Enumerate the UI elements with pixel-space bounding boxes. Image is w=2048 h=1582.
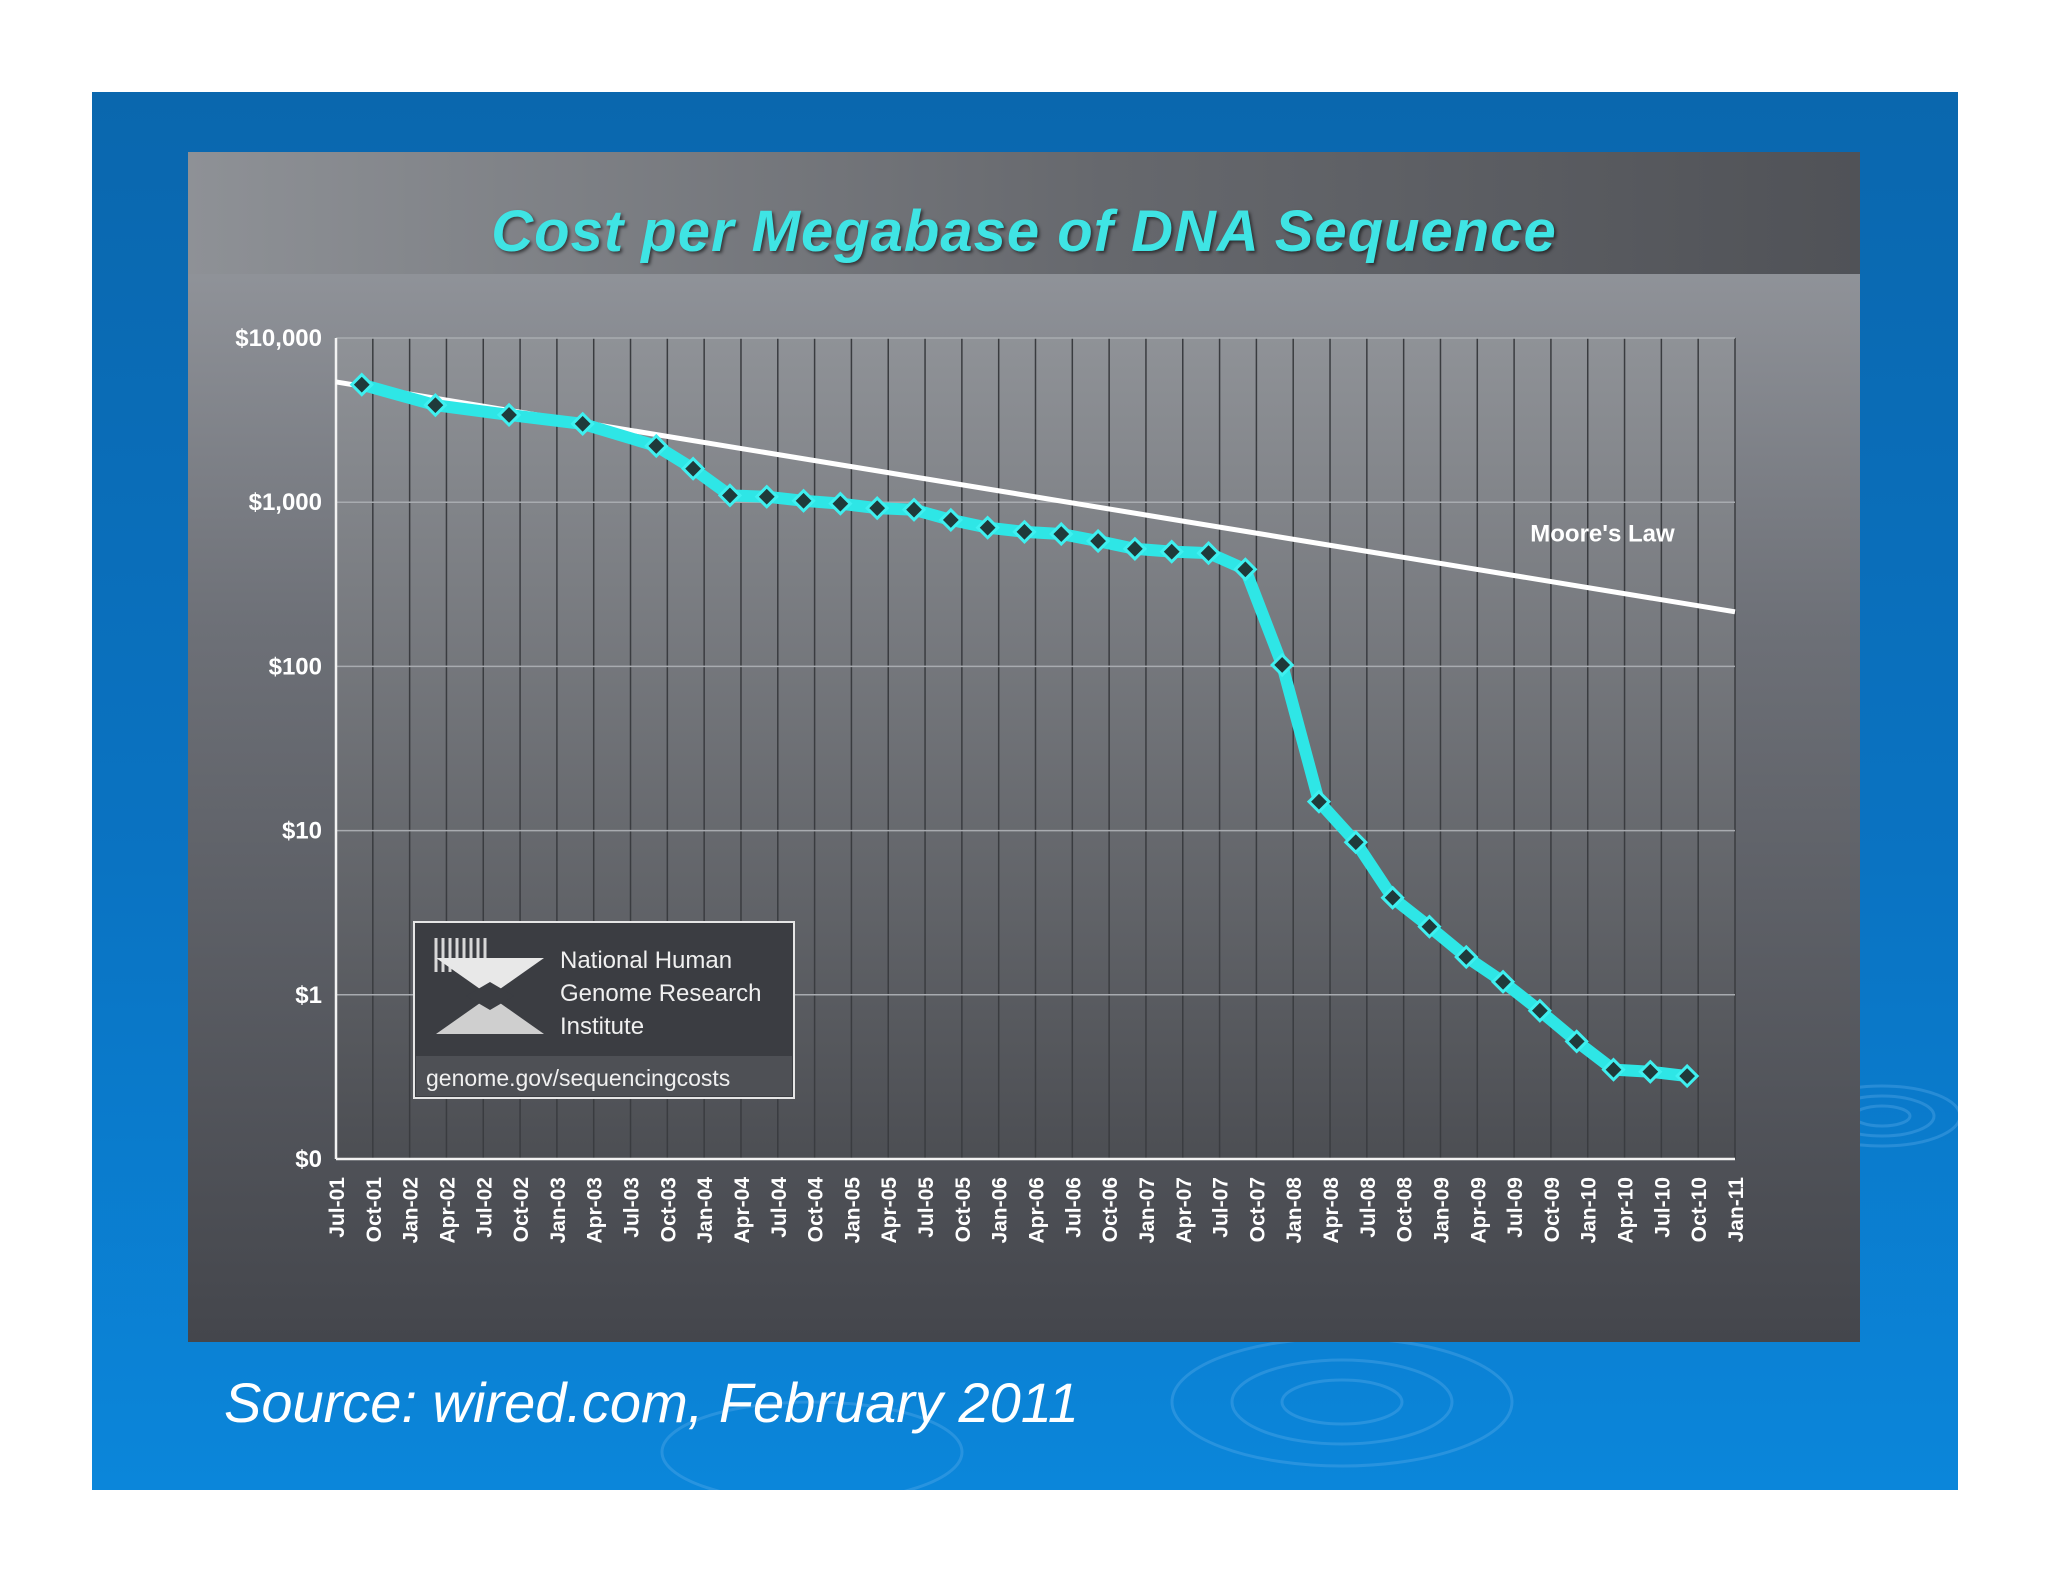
data-point-marker	[1675, 1063, 1700, 1089]
y-tick-label: $10,000	[235, 325, 322, 352]
data-point-marker	[349, 372, 374, 397]
data-point-marker	[975, 515, 1000, 540]
source-caption: Source: wired.com, February 2011	[224, 1371, 1079, 1434]
x-tick-label: Oct-05	[952, 1177, 975, 1243]
x-tick-label: Jul-05	[915, 1177, 938, 1238]
x-tick-label: Jan-06	[989, 1177, 1012, 1244]
x-tick-label: Oct-09	[1541, 1177, 1564, 1242]
x-tick-label: Oct-03	[657, 1177, 680, 1242]
x-tick-label: Jul-01	[326, 1177, 349, 1238]
data-point-marker	[1343, 830, 1368, 855]
data-point-marker	[1638, 1059, 1663, 1084]
data-point-marker	[1454, 944, 1479, 970]
x-tick-label: Oct-06	[1099, 1177, 1122, 1242]
data-point-marker	[791, 488, 816, 513]
chart-panel: Cost per Megabase of DNA Sequence $10,00…	[188, 152, 1860, 1342]
data-point-marker	[865, 496, 890, 521]
y-tick-label: $1	[295, 982, 322, 1009]
data-point-marker	[1159, 539, 1184, 564]
x-tick-label: Jan-11	[1725, 1177, 1748, 1243]
data-point-marker	[1270, 652, 1295, 678]
y-tick-label: $0	[295, 1146, 322, 1173]
x-tick-label: Oct-01	[363, 1177, 386, 1243]
nhgri-name-line1: National Human	[560, 947, 732, 974]
nhgri-url: genome.gov/sequencingcosts	[426, 1065, 730, 1091]
chart-title: Cost per Megabase of DNA Sequence	[491, 199, 1557, 264]
x-tick-label: Jan-03	[547, 1177, 570, 1244]
data-point-marker	[1049, 521, 1074, 547]
x-tick-label: Apr-08	[1320, 1177, 1343, 1244]
data-point-marker	[1380, 885, 1405, 910]
x-tick-label: Jan-04	[694, 1177, 717, 1244]
x-tick-label: Jan-09	[1430, 1177, 1453, 1244]
ripple-decoration	[660, 1084, 1958, 1490]
data-point-marker	[938, 507, 963, 533]
x-tick-label: Apr-05	[878, 1177, 901, 1244]
data-point-marker	[1233, 557, 1258, 582]
x-tick-label: Apr-10	[1615, 1177, 1638, 1244]
x-tick-label: Oct-02	[510, 1177, 533, 1242]
x-tick-label: Jul-03	[621, 1177, 644, 1238]
data-point-marker	[1601, 1057, 1626, 1082]
x-tick-label: Jan-10	[1578, 1177, 1601, 1244]
data-point-marker	[570, 411, 595, 436]
x-tick-label: Jul-06	[1062, 1177, 1085, 1238]
x-tick-label: Jan-08	[1283, 1177, 1306, 1244]
data-point-marker	[496, 402, 522, 428]
data-point-marker	[717, 483, 743, 508]
data-point-marker	[680, 456, 706, 481]
data-point-marker	[901, 497, 927, 522]
x-tick-label: Jul-07	[1210, 1177, 1233, 1238]
data-point-marker	[1306, 789, 1332, 814]
x-tick-label: Jul-08	[1357, 1177, 1380, 1238]
moores-law-label: Moore's Law	[1530, 521, 1675, 548]
x-tick-label: Apr-02	[436, 1177, 459, 1244]
x-tick-label: Apr-03	[584, 1177, 607, 1244]
x-tick-label: Jul-04	[768, 1177, 791, 1238]
data-point-marker	[1417, 914, 1442, 939]
data-point-marker	[644, 433, 669, 459]
x-tick-label: Apr-04	[731, 1177, 754, 1244]
dna-helix-icon	[434, 938, 544, 1034]
data-point-marker	[1196, 540, 1221, 566]
x-tick-label: Oct-07	[1246, 1177, 1269, 1242]
title-band	[188, 152, 1860, 274]
data-point-marker	[754, 484, 779, 509]
nhgri-name-line2: Genome Research	[560, 980, 761, 1007]
data-point-marker	[423, 393, 448, 418]
nhgri-url-band	[416, 1056, 792, 1096]
x-tick-label: Oct-08	[1394, 1177, 1417, 1243]
data-point-marker	[1085, 528, 1111, 554]
x-tick-label: Jul-09	[1504, 1177, 1527, 1238]
slide: Cost per Megabase of DNA Sequence $10,00…	[92, 92, 1958, 1490]
x-tick-label: Oct-04	[805, 1177, 828, 1243]
data-point-marker	[1122, 536, 1148, 561]
x-tick-label: Jan-05	[841, 1177, 864, 1244]
data-point-marker	[828, 491, 853, 516]
x-tick-label: Jan-02	[400, 1177, 423, 1244]
nhgri-name-line3: Institute	[560, 1013, 644, 1040]
x-tick-label: Jul-02	[473, 1177, 496, 1238]
data-point-marker	[1490, 969, 1516, 994]
y-tick-label: $1,000	[249, 489, 322, 516]
x-tick-label: Apr-06	[1026, 1177, 1049, 1244]
y-tick-label: $100	[269, 653, 322, 680]
x-tick-label: Jul-10	[1651, 1177, 1674, 1238]
y-tick-label: $10	[282, 818, 322, 845]
x-tick-label: Apr-07	[1173, 1177, 1196, 1244]
data-point-marker	[1012, 519, 1037, 544]
x-tick-label: Apr-09	[1467, 1177, 1490, 1244]
x-tick-label: Oct-10	[1688, 1177, 1711, 1242]
data-point-marker	[1527, 998, 1552, 1023]
x-tick-label: Jan-07	[1136, 1177, 1159, 1244]
data-point-marker	[1564, 1029, 1589, 1054]
